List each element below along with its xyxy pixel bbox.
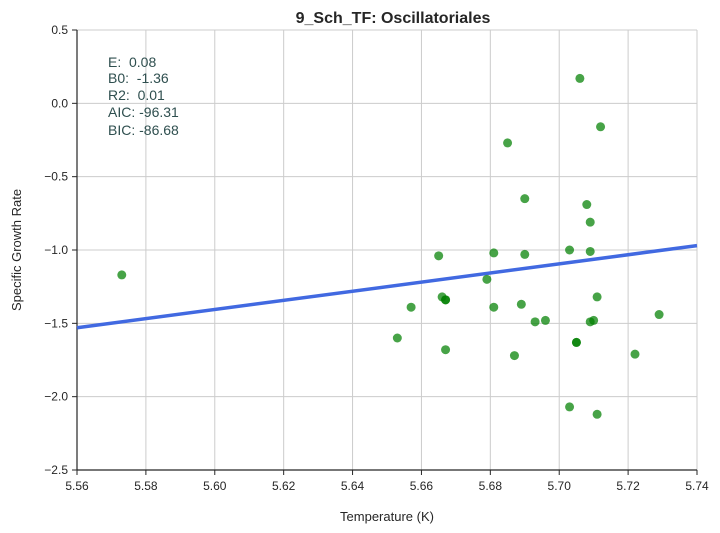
y-axis-title: Specific Growth Rate [9,189,24,311]
stat-aic: AIC: -96.31 [108,104,179,120]
x-axis-title: Temperature (K) [340,509,434,524]
stat-b0: B0: -1.36 [108,70,169,86]
data-point [441,295,451,305]
y-tick-label: 0.5 [51,23,68,37]
data-point [503,138,513,148]
data-point [530,317,540,327]
data-point [596,122,606,132]
stat-bic: BIC: -86.68 [108,122,179,138]
x-tick-label: 5.58 [134,479,158,493]
data-point [585,217,595,227]
x-tick-label: 5.62 [272,479,296,493]
data-point [630,349,640,359]
grid [76,29,698,471]
data-point [117,270,127,280]
y-tick-label: −1.5 [44,316,68,330]
data-point [571,337,581,347]
stats-box: E: 0.08 B0: -1.36 R2: 0.01 AIC: -96.31 B… [108,54,179,138]
data-point [520,249,530,259]
data-point [589,315,599,325]
data-point [516,299,526,309]
data-point [434,251,444,261]
x-tick-label: 5.68 [479,479,503,493]
y-tick-label: −1.0 [44,243,68,257]
data-point [406,302,416,312]
data-point [585,246,595,256]
fit-line-group [76,243,698,330]
data-point [565,245,575,255]
data-point [482,274,492,284]
y-tick-label: 0.0 [51,96,68,110]
x-tick-label: 5.64 [341,479,365,493]
data-point [565,402,575,412]
data-point [489,248,499,258]
y-tick-label: −2.0 [44,390,68,404]
data-point [520,194,530,204]
x-tick-label: 5.66 [410,479,434,493]
chart-title: 9_Sch_TF: Oscillatoriales [296,10,491,27]
x-tick-label: 5.72 [616,479,640,493]
data-points [117,73,664,419]
stat-r2: R2: 0.01 [108,87,165,103]
data-point [575,73,585,83]
ticks: 5.56 5.58 5.60 5.62 5.64 5.66 5.68 5.70 5.72 5.74… [44,23,709,493]
x-tick-label: 5.56 [65,479,89,493]
x-tick-label: 5.74 [685,479,709,493]
data-point [582,200,592,210]
data-point [592,409,602,419]
y-tick-label: −2.5 [44,463,68,477]
x-tick-label: 5.60 [203,479,227,493]
x-tick-label: 5.70 [548,479,572,493]
data-point [392,333,402,343]
data-point [654,310,664,320]
stat-e: E: 0.08 [108,54,156,70]
data-point [441,345,451,355]
y-tick-label: −0.5 [44,170,68,184]
data-point [592,292,602,302]
fit-line [76,243,698,330]
data-point [489,302,499,312]
data-point [540,315,550,325]
data-point [509,351,519,361]
